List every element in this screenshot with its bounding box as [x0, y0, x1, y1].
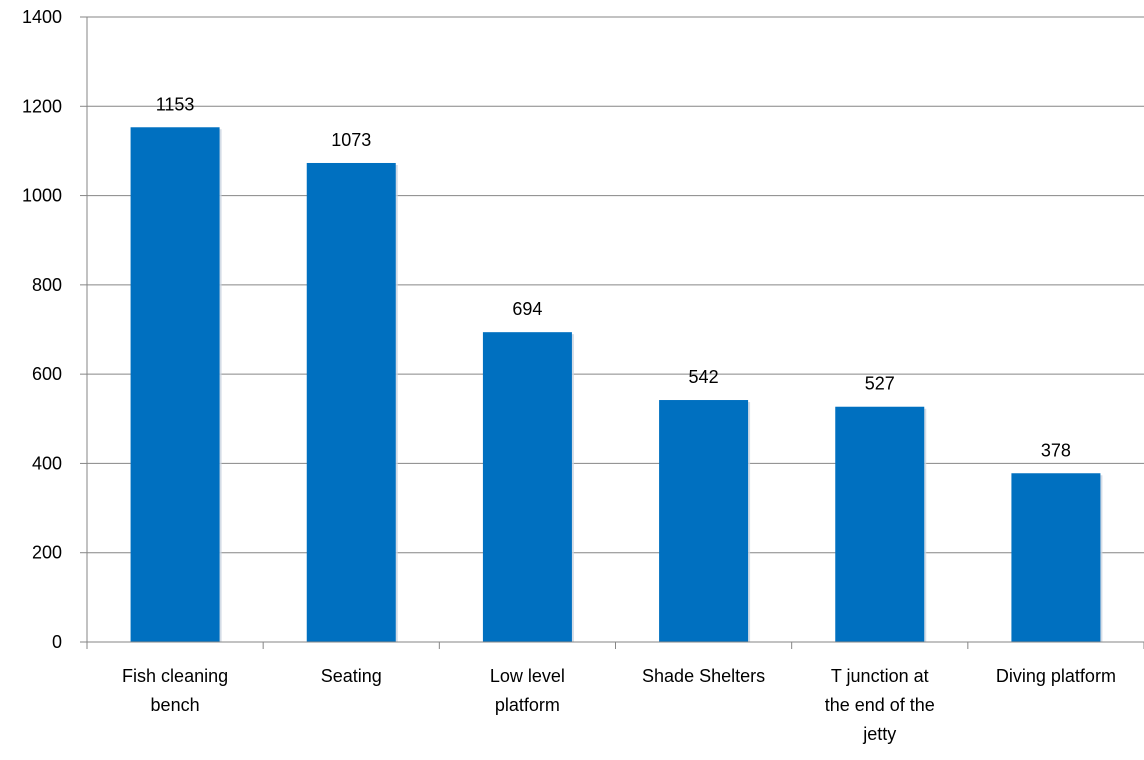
bar-1: [306, 162, 396, 642]
data-label-2: 694: [512, 299, 542, 319]
y-tick-label-1000: 1000: [22, 186, 62, 206]
y-tick-label-1400: 1400: [22, 7, 62, 27]
labels: 0 200 400 600 800 1000 1200 1400 1153 Fish cleani…: [22, 7, 1116, 744]
y-tick-label-600: 600: [32, 364, 62, 384]
axes: [80, 16, 1144, 649]
bar-2: [482, 332, 572, 642]
bar-4: [835, 406, 925, 642]
gridlines: [87, 16, 1144, 554]
data-label-4: 527: [865, 374, 895, 394]
x-category-label-1-0: Seating: [321, 666, 382, 686]
x-category-label-2-1: platform: [495, 695, 560, 715]
y-tick-label-200: 200: [32, 543, 62, 563]
data-label-1: 1073: [331, 130, 371, 150]
x-category-label-3-0: Shade Shelters: [642, 666, 765, 686]
bars: [130, 127, 1103, 643]
x-category-label-0-0: Fish cleaning: [122, 666, 228, 686]
x-category-label-5-0: Diving platform: [996, 666, 1116, 686]
y-tick-label-400: 400: [32, 453, 62, 473]
data-label-5: 378: [1041, 440, 1071, 460]
x-category-label-4-0: T junction at: [831, 666, 929, 686]
data-label-3: 542: [689, 367, 719, 387]
x-category-label-0-1: bench: [151, 695, 200, 715]
bar-3: [659, 400, 749, 642]
y-tick-label-0: 0: [52, 632, 62, 652]
bar-5: [1011, 473, 1101, 642]
x-category-label-4-1: the end of the: [825, 695, 935, 715]
y-tick-label-800: 800: [32, 275, 62, 295]
x-category-label-2-0: Low level: [490, 666, 565, 686]
bar-0: [130, 127, 220, 642]
data-label-0: 1153: [156, 94, 195, 114]
y-tick-label-1200: 1200: [22, 96, 62, 116]
x-category-label-4-2: jetty: [862, 724, 896, 744]
